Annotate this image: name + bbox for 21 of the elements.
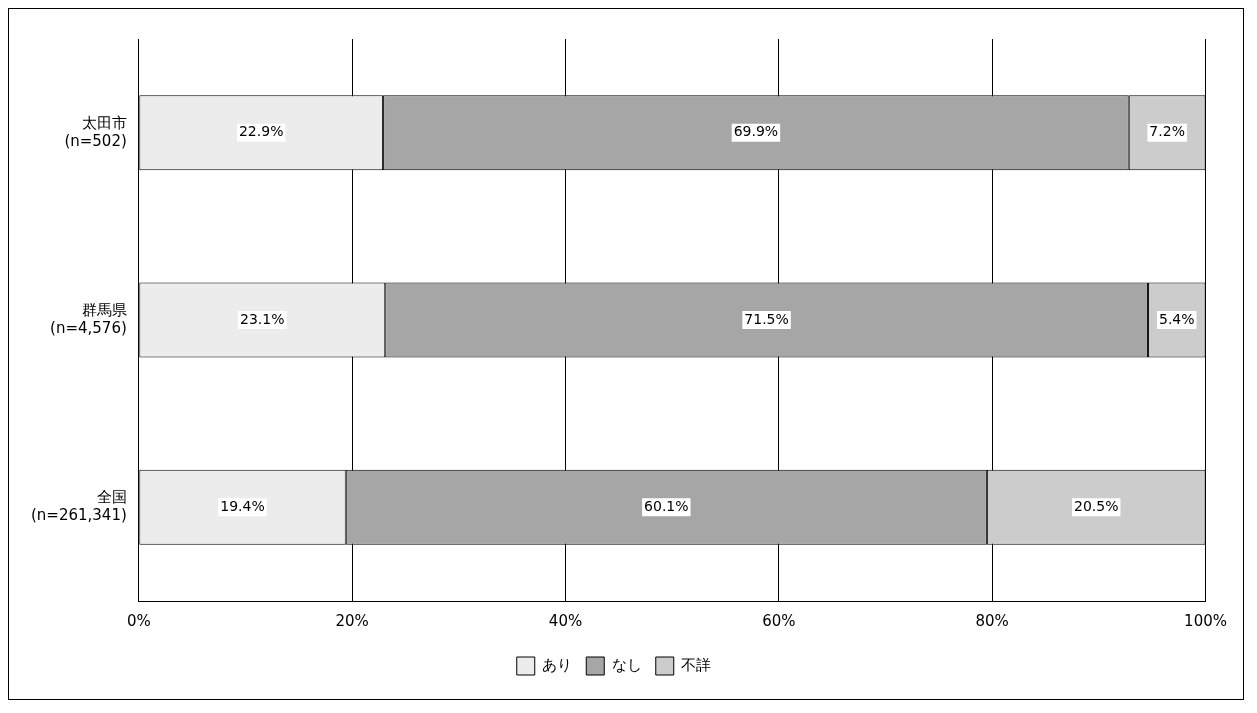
y-tick-label: 群馬県 (n=4,576) bbox=[50, 300, 127, 337]
data-label: 23.1% bbox=[240, 310, 285, 327]
legend-label: 不詳 bbox=[681, 655, 712, 674]
data-label: 5.4% bbox=[1158, 310, 1195, 327]
data-label: 7.2% bbox=[1149, 123, 1185, 140]
legend-label: なし bbox=[611, 655, 642, 674]
x-tick-label: 60% bbox=[762, 611, 796, 630]
data-label: 19.4% bbox=[220, 497, 265, 514]
x-tick-label: 0% bbox=[126, 611, 151, 630]
data-label: 69.9% bbox=[733, 123, 779, 140]
x-tick-label: 100% bbox=[1184, 611, 1227, 630]
data-label: 22.9% bbox=[238, 123, 284, 140]
y-tick-label: 全国 (n=261,341) bbox=[31, 488, 127, 525]
x-tick-label: 80% bbox=[975, 611, 1009, 630]
legend-label: あり bbox=[542, 655, 573, 674]
data-label: 71.5% bbox=[744, 310, 789, 327]
y-tick-label: 太田市 (n=502) bbox=[64, 113, 127, 150]
x-tick-label: 20% bbox=[335, 611, 369, 630]
data-label: 20.5% bbox=[1073, 497, 1119, 514]
x-tick-label: 40% bbox=[548, 611, 583, 630]
data-label: 60.1% bbox=[644, 497, 689, 514]
